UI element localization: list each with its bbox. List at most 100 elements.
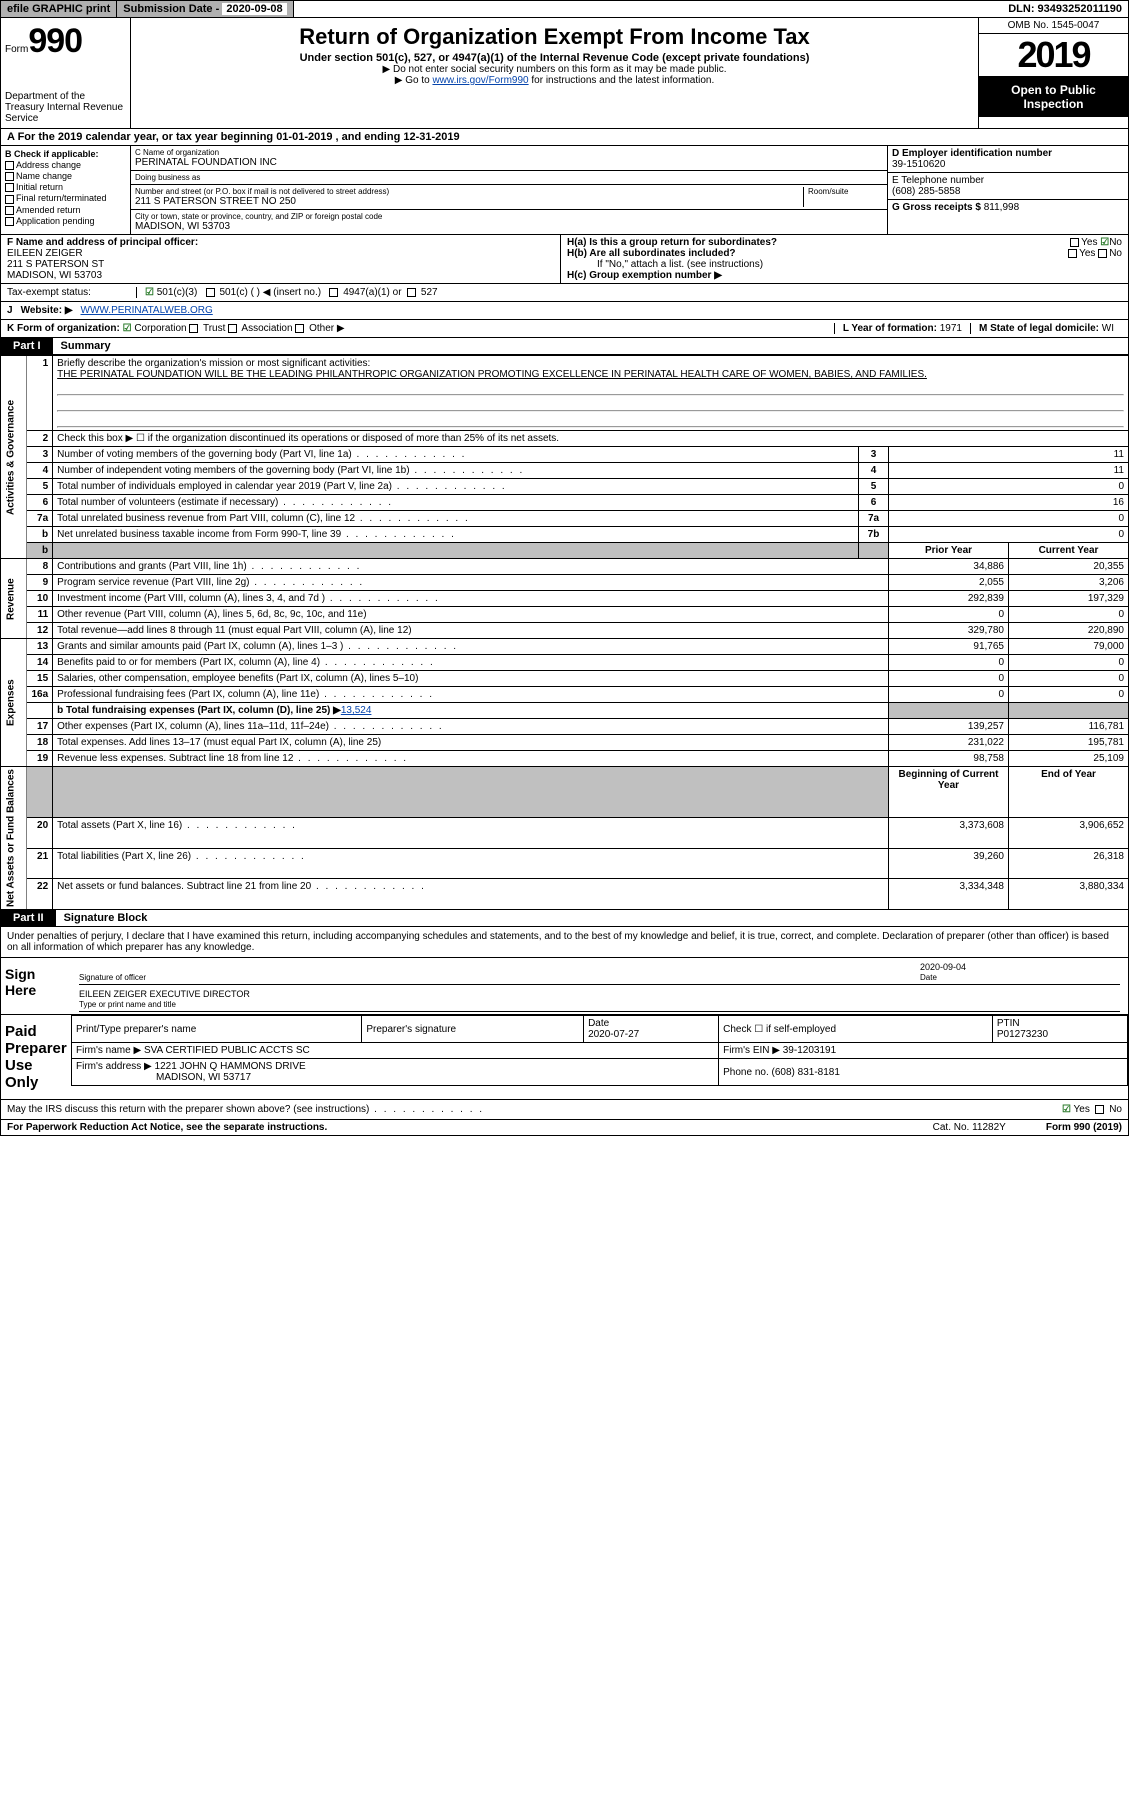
row-7b: bNet unrelated business taxable income f…: [1, 527, 1129, 543]
side-expenses: Expenses: [1, 639, 27, 767]
firm-addr2: MADISON, WI 53717: [76, 1072, 251, 1083]
state-domicile: M State of legal domicile: WI: [970, 323, 1122, 334]
chk-self-employed[interactable]: Check ☐ if self-employed: [719, 1016, 993, 1043]
chk-final[interactable]: Final return/terminated: [5, 193, 126, 203]
street-address: 211 S PATERSON STREET NO 250: [135, 196, 803, 207]
ein: 39-1510620: [892, 159, 945, 170]
top-bar: efile GRAPHIC print Submission Date - 20…: [0, 0, 1129, 18]
website-row: J Website: ▶ WWW.PERINATALWEB.ORG: [0, 302, 1129, 320]
section-d: D Employer identification number39-15106…: [888, 146, 1128, 173]
omb-number: OMB No. 1545-0047: [979, 18, 1128, 34]
sig-officer-line: Signature of officer 2020-09-04Date: [79, 960, 1120, 985]
form-version: Form 990 (2019): [1046, 1122, 1122, 1133]
form-year-block: OMB No. 1545-0047 2019 Open to Public In…: [978, 18, 1128, 128]
sig-name-line: EILEEN ZEIGER EXECUTIVE DIRECTORType or …: [79, 987, 1120, 1012]
section-k-row: K Form of organization: ☑ Corporation Tr…: [0, 320, 1129, 338]
ptin: P01273230: [997, 1029, 1048, 1040]
officer-name: EILEEN ZEIGER: [7, 248, 83, 259]
chk-527[interactable]: [407, 288, 416, 297]
dept-treasury: Department of the Treasury Internal Reve…: [5, 91, 126, 124]
section-h: H(a) Is this a group return for subordin…: [561, 235, 1128, 283]
submission-date-label: Submission Date - 2020-09-08: [117, 1, 293, 17]
form-title-block: Return of Organization Exempt From Incom…: [131, 18, 978, 128]
firm-phone: (608) 831-8181: [772, 1067, 840, 1078]
firm-addr1: 1221 JOHN Q HAMMONS DRIVE: [155, 1061, 306, 1072]
tax-status-row: Tax-exempt status: ☑ 501(c)(3) 501(c) ( …: [0, 284, 1129, 302]
discontinued-check: Check this box ▶ ☐ if the organization d…: [53, 431, 1129, 447]
mission-row: Briefly describe the organization's miss…: [53, 356, 1129, 431]
pra-notice: For Paperwork Reduction Act Notice, see …: [7, 1122, 327, 1133]
calendar-year-line: A For the 2019 calendar year, or tax yea…: [0, 129, 1129, 146]
irs-link[interactable]: www.irs.gov/Form990: [432, 75, 528, 86]
dba-row: Doing business as: [131, 171, 887, 185]
section-c: C Name of organization PERINATAL FOUNDAT…: [131, 146, 888, 234]
prep-date: 2020-07-27: [588, 1029, 639, 1040]
officer-name-title: EILEEN ZEIGER EXECUTIVE DIRECTOR: [79, 989, 250, 999]
chk-other[interactable]: [295, 324, 304, 333]
cat-no: Cat. No. 11282Y: [933, 1122, 1006, 1133]
city-row: City or town, state or province, country…: [131, 210, 887, 234]
chk-corp[interactable]: ☑: [123, 323, 132, 334]
form-title: Return of Organization Exempt From Incom…: [139, 24, 970, 50]
side-netassets: Net Assets or Fund Balances: [1, 767, 27, 910]
tax-year: 2019: [979, 34, 1128, 77]
chk-trust[interactable]: [189, 324, 198, 333]
chk-discuss-no[interactable]: [1095, 1105, 1104, 1114]
chk-address[interactable]: Address change: [5, 160, 126, 170]
instr-link: ▶ Go to www.irs.gov/Form990 for instruct…: [139, 75, 970, 86]
row-5: 5Total number of individuals employed in…: [1, 479, 1129, 495]
chk-initial[interactable]: Initial return: [5, 182, 126, 192]
sig-date: 2020-09-04: [920, 962, 966, 972]
row-3: 3Number of voting members of the governi…: [1, 447, 1129, 463]
section-e: E Telephone number(608) 285-5858: [888, 173, 1128, 200]
form-number: 990: [28, 22, 82, 60]
sig-declaration: Under penalties of perjury, I declare th…: [0, 927, 1129, 958]
part-ii-title: Signature Block: [56, 912, 148, 924]
form-subtitle: Under section 501(c), 527, or 4947(a)(1)…: [139, 52, 970, 64]
section-f: F Name and address of principal officer:…: [1, 235, 561, 283]
chk-assoc[interactable]: [228, 324, 237, 333]
instr-ssn: ▶ Do not enter social security numbers o…: [139, 64, 970, 75]
prior-current-header: bPrior YearCurrent Year: [1, 543, 1129, 559]
row-6: 6Total number of volunteers (estimate if…: [1, 495, 1129, 511]
room-label: Room/suite: [808, 187, 883, 196]
gross-receipts: 811,998: [984, 202, 1019, 213]
mission-text: THE PERINATAL FOUNDATION WILL BE THE LEA…: [57, 369, 927, 380]
section-f-h-row: F Name and address of principal officer:…: [0, 235, 1129, 284]
chk-4947[interactable]: [329, 288, 338, 297]
sign-here-label: Sign Here: [1, 958, 71, 1014]
firm-ein: 39-1203191: [783, 1045, 836, 1056]
dln: DLN: 93493252011190: [1002, 1, 1128, 17]
part-ii-header: Part II Signature Block: [0, 910, 1129, 927]
section-b-checkboxes: B Check if applicable: Address change Na…: [1, 146, 131, 234]
org-name-row: C Name of organization PERINATAL FOUNDAT…: [131, 146, 887, 171]
chk-pending[interactable]: Application pending: [5, 216, 126, 226]
section-g: G Gross receipts $ 811,998: [888, 200, 1128, 215]
paid-prep-label: Paid Preparer Use Only: [1, 1015, 71, 1099]
year-formation: L Year of formation: 1971: [834, 323, 970, 334]
form-id-block: Form990 Department of the Treasury Inter…: [1, 18, 131, 128]
chk-name[interactable]: Name change: [5, 171, 126, 181]
paid-preparer-block: Paid Preparer Use Only Print/Type prepar…: [0, 1015, 1129, 1100]
part-i-header: Part I Summary: [0, 338, 1129, 355]
part-i-title: Summary: [53, 340, 111, 352]
side-revenue: Revenue: [1, 559, 27, 639]
summary-table: Activities & Governance 1 Briefly descri…: [0, 355, 1129, 910]
firm-name: SVA CERTIFIED PUBLIC ACCTS SC: [144, 1045, 310, 1056]
efile-label[interactable]: efile GRAPHIC print: [1, 1, 117, 17]
preparer-table: Print/Type preparer's name Preparer's si…: [71, 1015, 1128, 1086]
side-activities: Activities & Governance: [1, 356, 27, 559]
city-state-zip: MADISON, WI 53703: [135, 221, 883, 232]
fundraising-link[interactable]: 13,524: [341, 705, 372, 716]
chk-501c[interactable]: [206, 288, 215, 297]
discuss-row: May the IRS discuss this return with the…: [0, 1100, 1129, 1120]
chk-501c3[interactable]: ☑: [145, 287, 154, 298]
info-block: B Check if applicable: Address change Na…: [0, 146, 1129, 235]
part-ii-bar: Part II: [1, 910, 56, 926]
info-right-col: D Employer identification number39-15106…: [888, 146, 1128, 234]
chk-discuss-yes[interactable]: ☑: [1062, 1104, 1071, 1115]
chk-amended[interactable]: Amended return: [5, 205, 126, 215]
website-link[interactable]: WWW.PERINATALWEB.ORG: [81, 305, 213, 316]
open-public-badge: Open to Public Inspection: [979, 77, 1128, 117]
row-16b: b Total fundraising expenses (Part IX, c…: [1, 703, 1129, 719]
